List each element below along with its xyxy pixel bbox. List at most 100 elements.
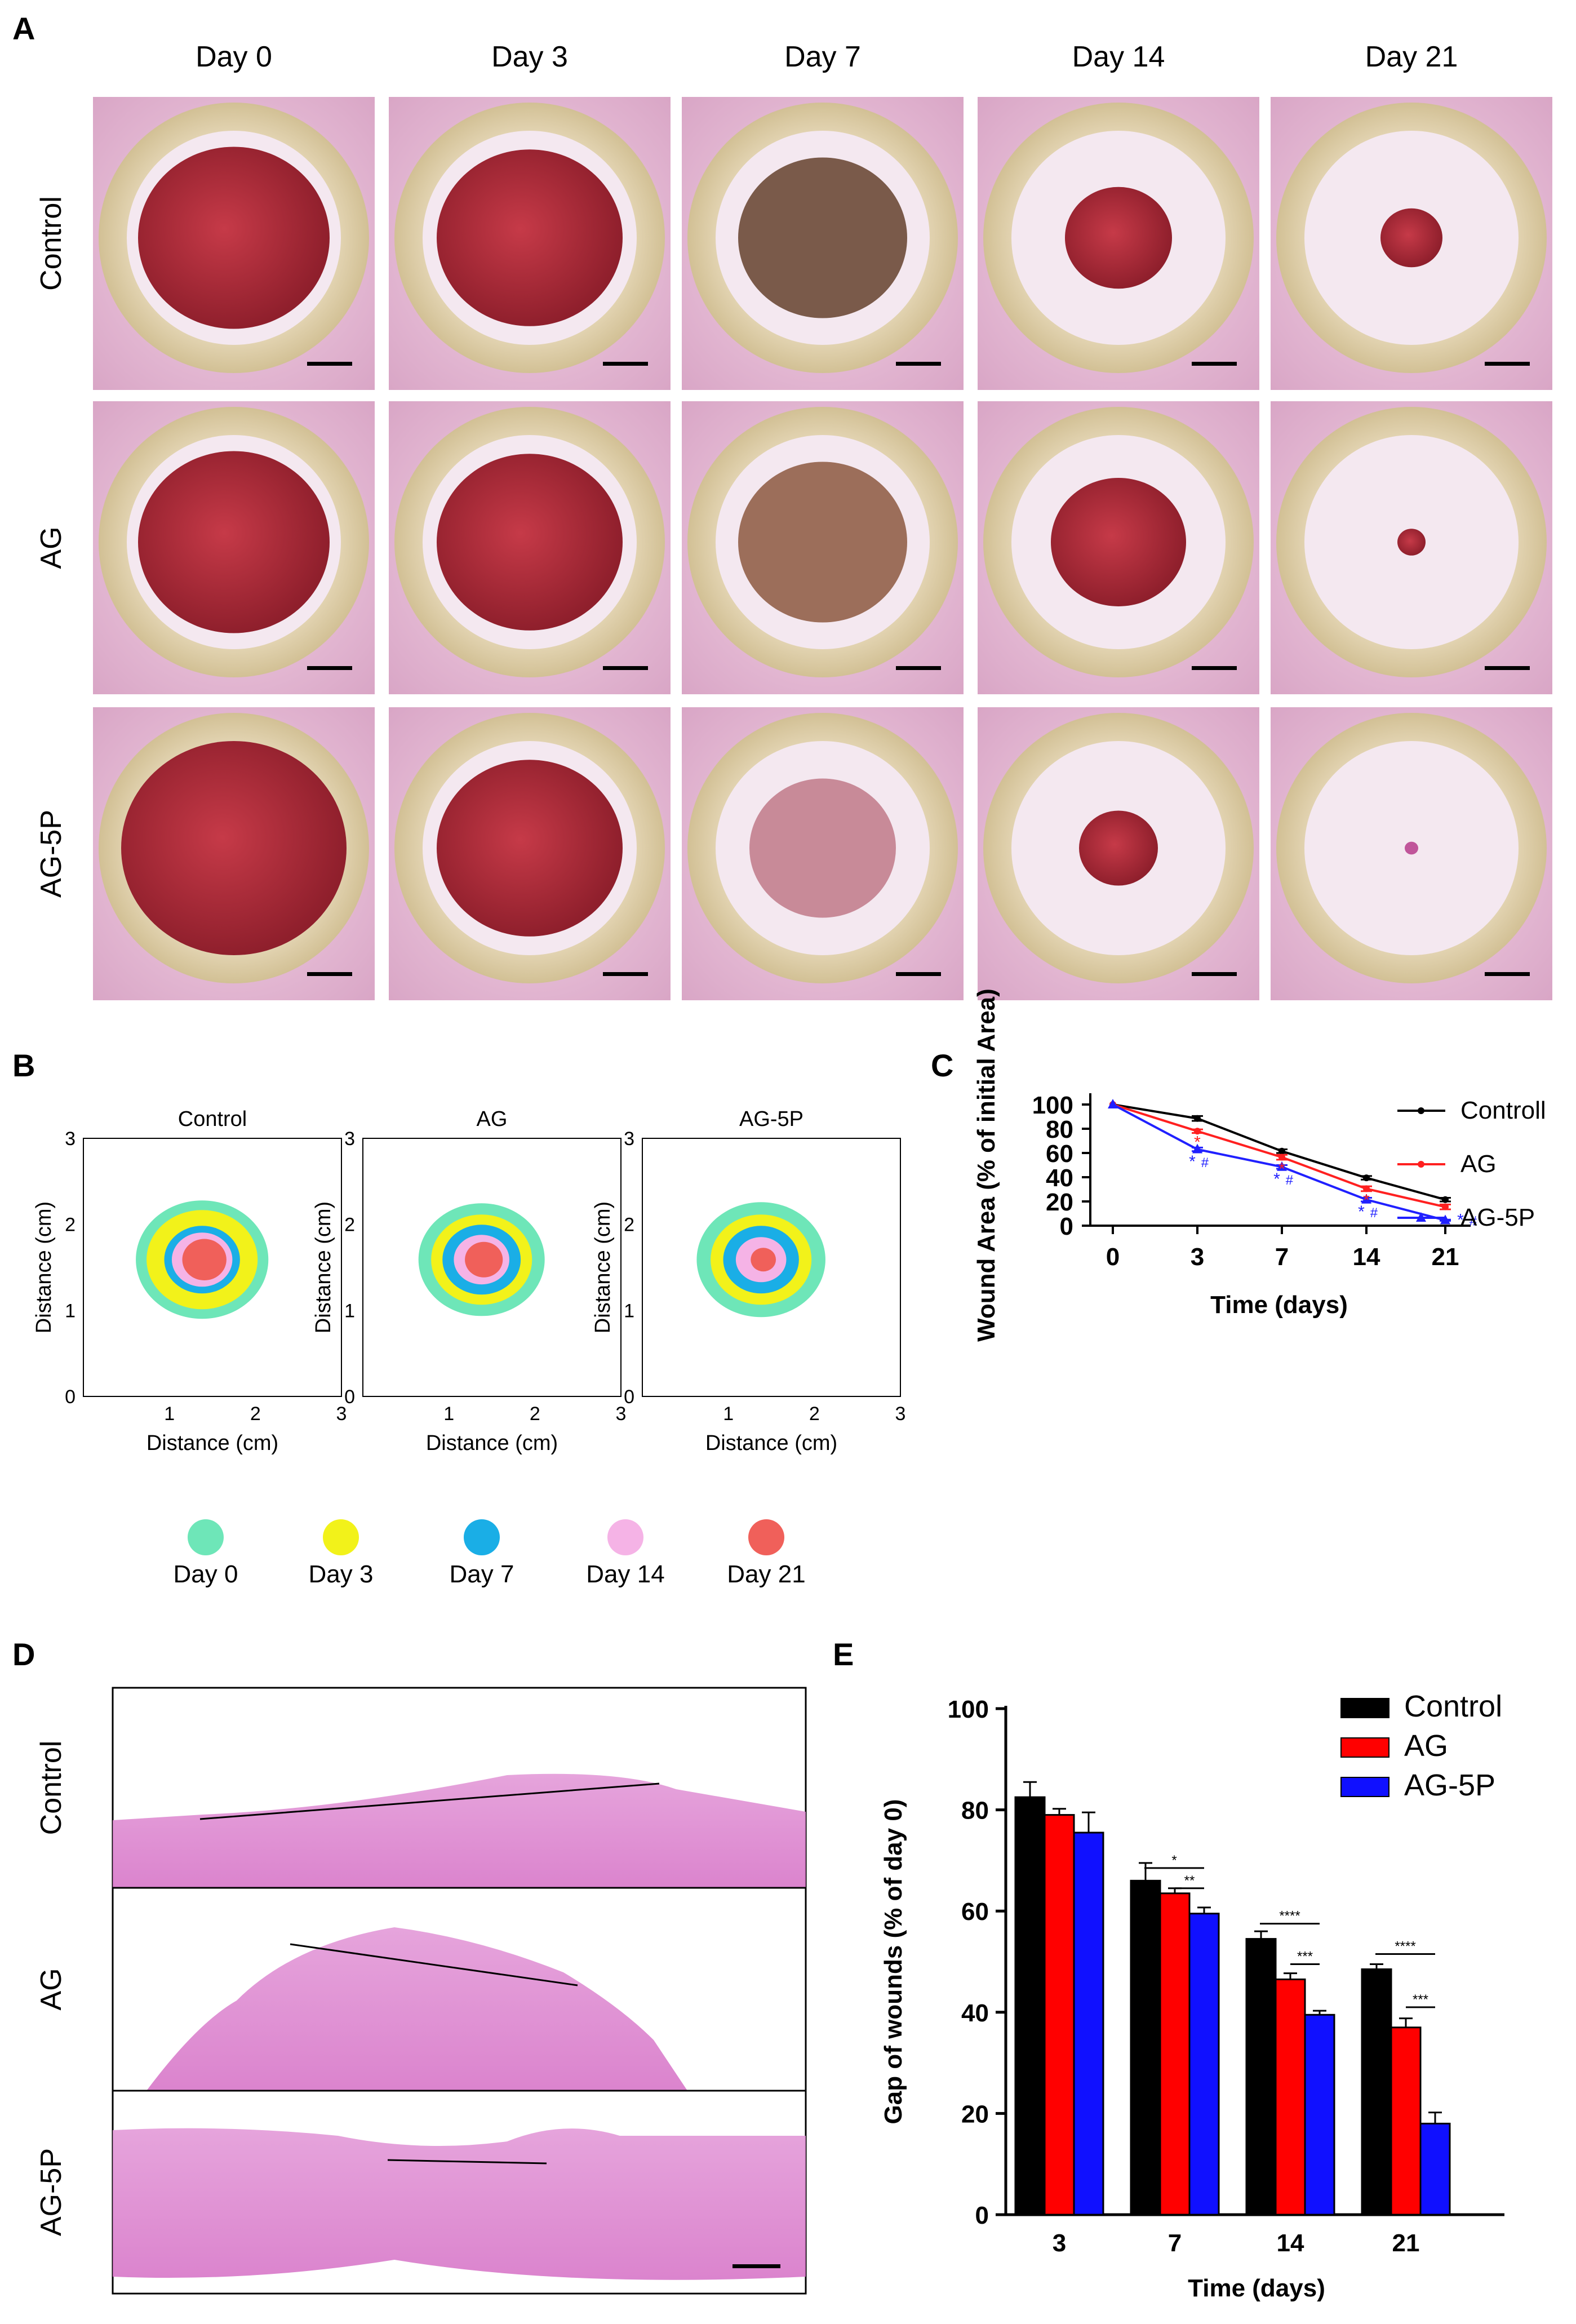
data-point: [1363, 1185, 1370, 1192]
legend-item: Day 21: [727, 1519, 806, 1588]
bar-ag: [1390, 2026, 1422, 2216]
x-axis-label: Time (days): [1210, 1291, 1348, 1319]
significance-hash: #: [1285, 1173, 1293, 1188]
legend-label: Day 7: [450, 1560, 514, 1588]
panel-letter-c: C: [931, 1048, 953, 1083]
wound-photo: [978, 401, 1259, 694]
y-axis-label: Distance (cm): [32, 1201, 56, 1333]
y-tick-label: 20: [961, 2100, 989, 2128]
legend-label: Day 3: [309, 1560, 374, 1588]
data-point: [1194, 1115, 1201, 1122]
wound-photo: [682, 97, 964, 390]
legend-item: Day 3: [309, 1519, 374, 1588]
x-axis-label: Distance (cm): [705, 1431, 837, 1455]
significance-hash: #: [1201, 1155, 1209, 1170]
bar-ag-5p: [1188, 1913, 1220, 2216]
scale-bar: [307, 972, 352, 976]
legend-item: AG-5P: [1397, 1204, 1535, 1231]
scale-bar: [603, 666, 648, 670]
y-tick-label: 40: [961, 1999, 989, 2027]
panel-letter-a: A: [12, 11, 35, 46]
y-tick-label: 2: [344, 1214, 355, 1236]
wound-area: [121, 741, 347, 955]
scale-bar: [603, 362, 648, 366]
x-tick-label: 7: [1275, 1243, 1289, 1271]
row-header-3: AG-5P: [35, 810, 68, 898]
panel-letter-d: D: [12, 1636, 35, 1672]
column-header-2: Day 3: [491, 41, 568, 73]
wound-area: [1051, 478, 1186, 606]
series-ag: [1109, 1101, 1451, 1210]
y-tick-label: 0: [975, 2202, 989, 2229]
y-axis-label: Gap of wounds (% of day 0): [880, 1799, 907, 2125]
legend-item: AG: [1397, 1150, 1497, 1178]
significance-label: ***: [1297, 1949, 1313, 1964]
row-header: AG: [35, 1968, 68, 2010]
x-tick-label: 3: [895, 1403, 906, 1425]
y-tick-label: 1: [624, 1300, 634, 1321]
y-tick-label: 100: [1032, 1092, 1073, 1119]
data-point: [1442, 1196, 1449, 1203]
y-tick-label: 60: [1046, 1140, 1073, 1168]
x-tick-label: 1: [723, 1403, 734, 1425]
wound-photo: [93, 707, 375, 1000]
significance-star: *: [1363, 1191, 1370, 1210]
legend-item: AG-5P: [1340, 1768, 1495, 1802]
significance-label: ****: [1395, 1939, 1415, 1954]
legend-marker: [1418, 1161, 1424, 1168]
column-header-4: Day 14: [1072, 41, 1165, 73]
scale-bar: [1192, 362, 1237, 366]
y-tick-label: 0: [65, 1386, 76, 1408]
data-point: [1278, 1154, 1285, 1161]
wound-area: [1405, 841, 1418, 855]
legend-marker: [607, 1519, 643, 1555]
trace-day-21: [182, 1239, 227, 1281]
y-tick-label: 2: [65, 1214, 76, 1236]
significance-label: ***: [1413, 1992, 1428, 2007]
data-point: [1192, 1143, 1202, 1154]
histology-section-3: AG-5P: [35, 2128, 806, 2280]
legend-label: AG-5P: [1460, 1204, 1535, 1231]
trace-plot-1: Control Distance (cm) Distance (cm) 0 1 1 2 2 3 3: [32, 1107, 347, 1455]
wound-photo: [389, 97, 671, 390]
y-tick-label: 3: [344, 1128, 355, 1150]
x-tick-label: 2: [809, 1403, 820, 1425]
bar-ag: [1159, 1892, 1191, 2216]
row-header: AG-5P: [35, 2148, 68, 2236]
data-point: [1361, 1194, 1371, 1204]
legend-marker: [188, 1519, 224, 1555]
panel-e-bar-chart: 0 20 40 60 80 100 3 7 14 21 Time (days) Gap of woun…: [880, 1689, 1504, 2302]
row-header-1: Control: [35, 196, 68, 291]
legend-item: Day 14: [586, 1519, 665, 1588]
y-axis-label: Distance (cm): [591, 1201, 615, 1333]
wound-area: [437, 760, 623, 937]
wound-photo: [389, 401, 671, 694]
bar-ag-5p: [1073, 1831, 1104, 2216]
significance-star: *: [1457, 1210, 1464, 1229]
wound-area: [1380, 208, 1442, 268]
y-tick-label: 3: [624, 1128, 634, 1150]
y-tick-label: 0: [624, 1386, 634, 1408]
x-tick-label: 3: [1191, 1243, 1204, 1271]
significance-star: *: [1194, 1133, 1201, 1152]
bar-ag: [1044, 1814, 1075, 2216]
significance-star: *: [1273, 1170, 1280, 1188]
wound-photo: [1271, 707, 1552, 1000]
bar-control: [1361, 1968, 1392, 2216]
x-tick-label: 21: [1392, 2229, 1420, 2257]
panel-a-photo-grid: Day 0 Day 3 Day 7 Day 14 Day 21 Control AG AG-5…: [35, 41, 1552, 1000]
bar-ag-5p: [1304, 2013, 1335, 2216]
legend-marker: [1416, 1212, 1426, 1222]
bar-control: [1130, 1879, 1161, 2216]
scale-bar: [896, 666, 941, 670]
wound-gap-line: [387, 2159, 547, 2165]
wound-area: [138, 147, 330, 329]
y-axis-label: Distance (cm): [312, 1201, 335, 1333]
wound-area: [738, 462, 907, 623]
y-tick-label: 80: [961, 1797, 989, 1825]
legend-label: Day 21: [727, 1560, 805, 1588]
x-axis-label: Distance (cm): [426, 1431, 558, 1455]
wound-area: [1065, 187, 1172, 289]
y-tick-label: 60: [961, 1898, 989, 1926]
